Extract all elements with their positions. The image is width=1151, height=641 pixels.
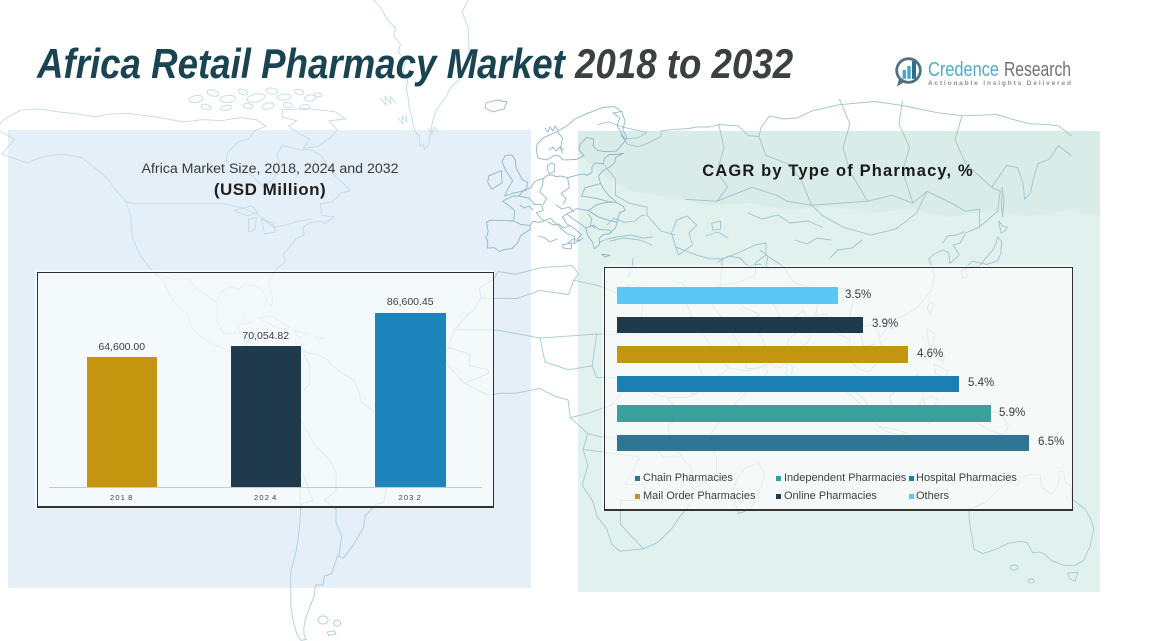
svg-text:Credence: Credence [928, 58, 999, 81]
svg-text:A c t i o n a b l e I n s i: A c t i o n a b l e I n s i g h t s D e … [928, 80, 1071, 87]
svg-text:Research: Research [1004, 58, 1071, 81]
